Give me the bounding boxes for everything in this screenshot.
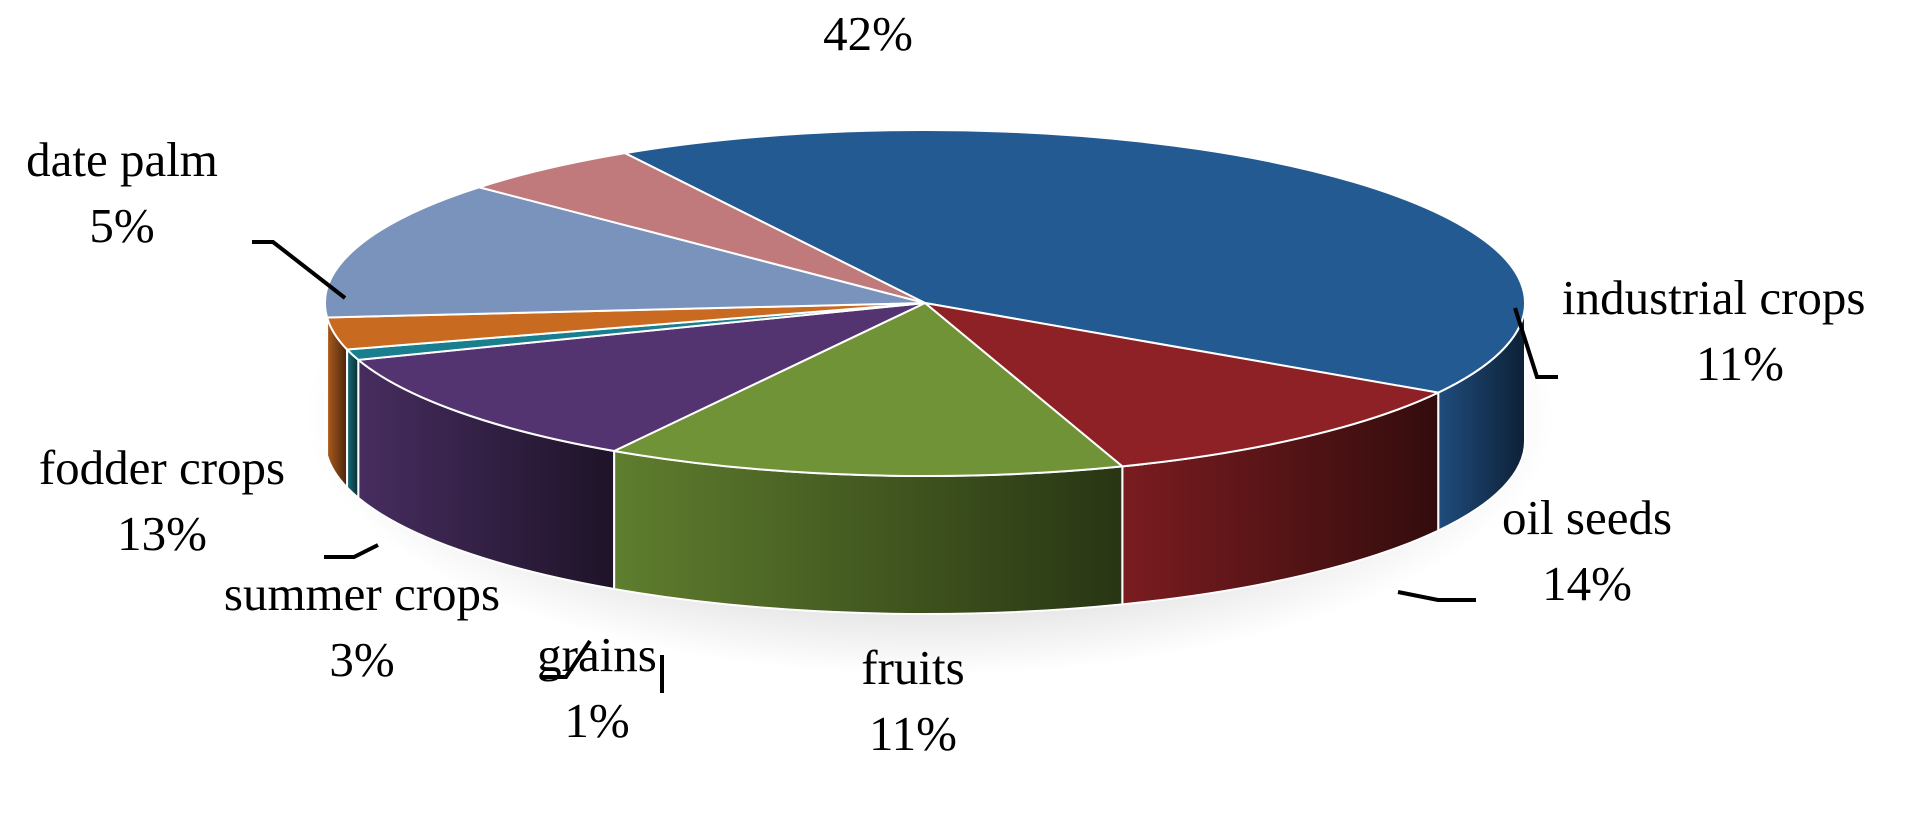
slice-value-label-fodder-crops: 13% [117,506,207,561]
pie-slice-fodder-crops [324,186,926,319]
pie-side-walls [324,302,1526,615]
slice-name-label-oil-seeds: oil seeds [1502,490,1672,545]
pie-top-faces [324,129,1526,477]
slice-value-label-date-palm: 5% [89,198,154,253]
leader-lines [252,240,1558,693]
slice-value-label-oil-seeds: 14% [1542,556,1632,611]
slice-name-label-fodder-crops: fodder crops [39,440,285,495]
pie-slice-cereals [624,129,1526,394]
pie-slice-fruits [357,302,926,452]
slice-name-label-date-palm: date palm [26,132,218,187]
slice-name-label-summer-crops: summer crops [224,566,500,621]
leader-line-industrial-crops [1513,307,1558,379]
leader-line-oil-seeds [1397,590,1476,602]
slice-value-label-industrial-crops: 11% [1696,336,1784,391]
slice-name-label-grains: grains [537,627,657,682]
slice-name-label-fruits: fruits [861,640,964,695]
slice-value-label-grains: 1% [564,693,629,748]
pie-slice-industrial-crops [924,302,1440,468]
slice-value-label-fruits: 11% [869,706,957,761]
pie-slice-oil-seeds [613,302,1124,477]
pie-slice-date-palm [478,152,926,304]
leader-line-date-palm [252,240,347,300]
slice-value-label-cereals: 42% [823,6,913,61]
slice-value-label-summer-crops: 3% [329,632,394,687]
leader-line-summer-crops [542,639,592,679]
leader-line-fodder-crops [324,543,379,559]
slice-name-label-industrial-crops: industrial crops [1562,270,1865,325]
pie-side-grains [346,348,360,499]
